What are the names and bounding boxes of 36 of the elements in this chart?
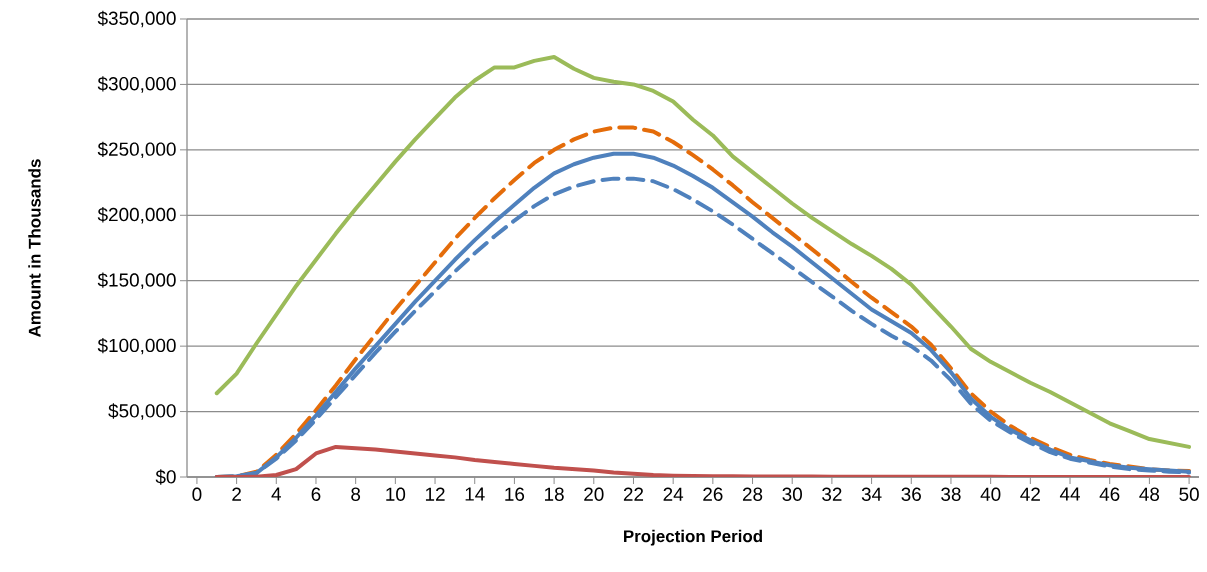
x-axis-title: Projection Period [624, 529, 762, 546]
x-tick-label: 24 [663, 487, 684, 501]
x-tick-label: 14 [465, 487, 485, 501]
y-tick-label: $200,000 [97, 207, 176, 224]
x-tick-label: 22 [623, 487, 644, 501]
x-tick-label: 8 [351, 487, 361, 501]
x-tick-label: 48 [1139, 487, 1160, 501]
x-tick-label: 10 [386, 487, 406, 501]
x-tick-label: 20 [584, 487, 604, 501]
y-tick-label: $150,000 [97, 272, 176, 289]
x-tick-label: 2 [232, 487, 241, 501]
x-tick-label: 28 [742, 487, 763, 501]
x-tick-label: 6 [311, 487, 321, 501]
x-tick-label: 46 [1099, 487, 1120, 501]
x-tick-label: 16 [505, 487, 525, 501]
x-tick-label: 40 [980, 487, 1001, 501]
x-tick-label: 4 [271, 487, 281, 501]
y-tick-label: $50,000 [108, 403, 176, 420]
y-axis-title: Amount in Thousands [28, 159, 41, 337]
x-tick-label: 0 [192, 487, 202, 501]
x-tick-label: 12 [425, 487, 445, 501]
x-tick-label: 30 [782, 487, 802, 501]
x-tick-label: 42 [1020, 487, 1040, 501]
x-tick-label: 44 [1059, 487, 1080, 501]
y-tick-label: $350,000 [97, 10, 176, 28]
y-tick-label: $0 [155, 469, 176, 485]
x-tick-label: 38 [941, 487, 961, 501]
x-tick-label: 32 [822, 487, 842, 501]
y-tick-label: $250,000 [97, 141, 176, 159]
y-tick-label: $300,000 [97, 76, 176, 93]
x-tick-label: 36 [901, 487, 921, 501]
x-tick-label: 18 [545, 487, 564, 501]
x-tick-label: 34 [861, 487, 882, 501]
x-tick-label: 26 [703, 487, 723, 501]
x-tick-label: 50 [1179, 487, 1199, 501]
y-tick-label: $100,000 [97, 337, 176, 355]
